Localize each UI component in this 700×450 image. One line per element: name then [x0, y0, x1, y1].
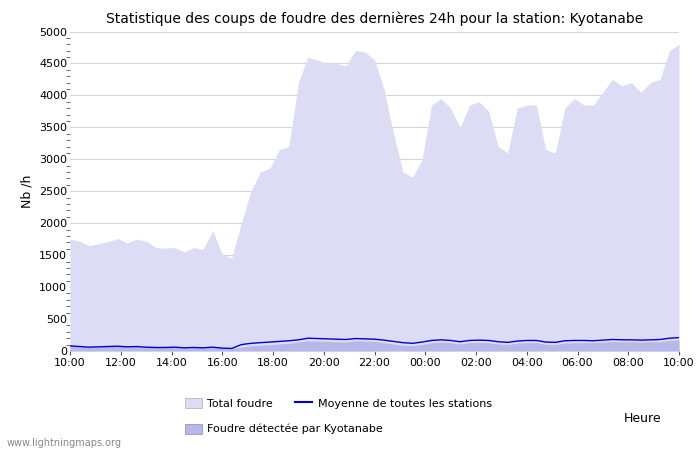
Legend: Foudre détectée par Kyotanabe: Foudre détectée par Kyotanabe [186, 423, 383, 434]
Y-axis label: Nb /h: Nb /h [20, 175, 34, 208]
Text: Heure: Heure [624, 412, 662, 425]
Title: Statistique des coups de foudre des dernières 24h pour la station: Kyotanabe: Statistique des coups de foudre des dern… [106, 12, 643, 26]
Text: www.lightningmaps.org: www.lightningmaps.org [7, 438, 122, 448]
